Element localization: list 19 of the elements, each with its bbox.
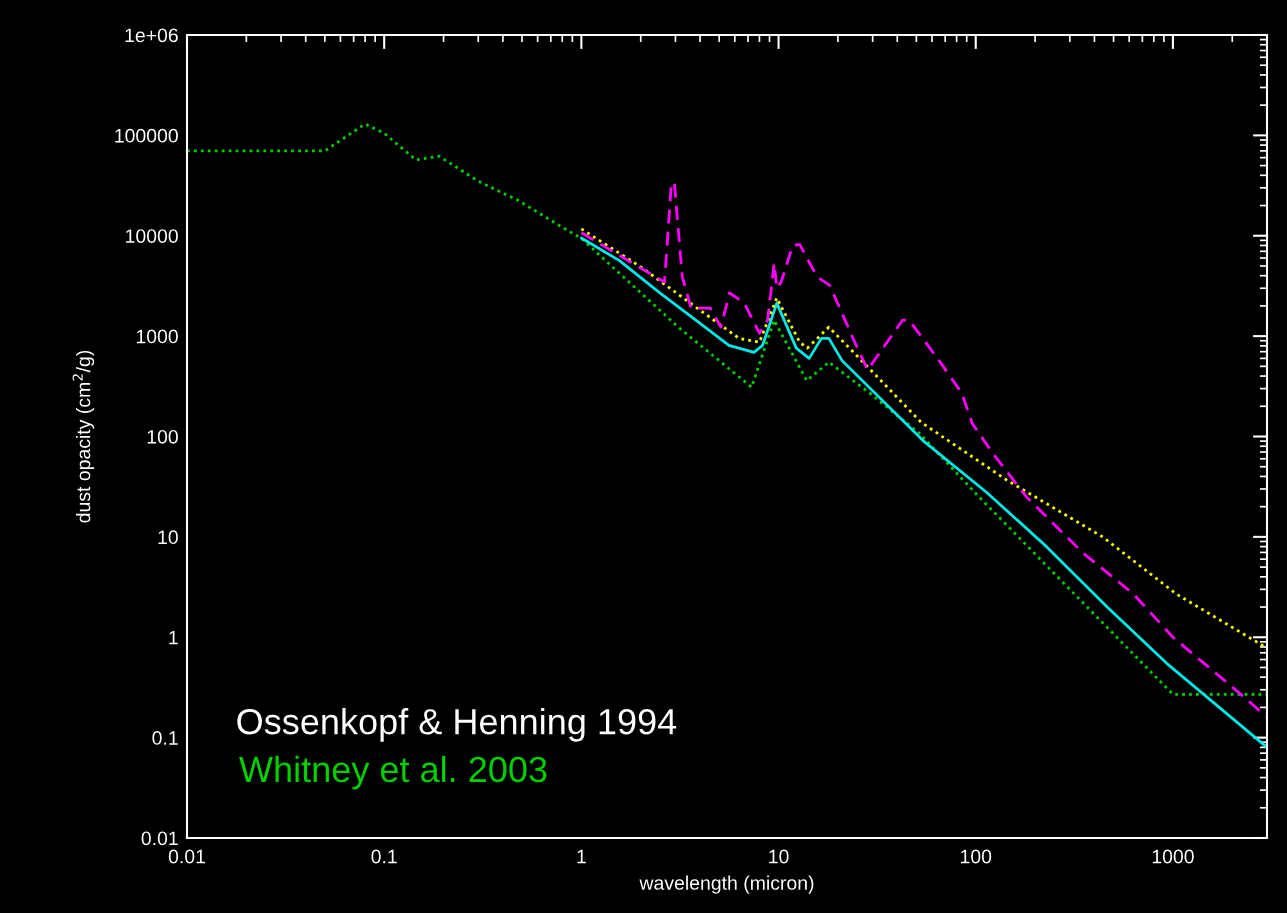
y-axis-title: dust opacity (cm$^{2}$/g) [72, 350, 95, 523]
y-tick-label: 1e+06 [125, 28, 178, 43]
x-tick-label: 0.1 [371, 849, 397, 864]
y-tick-label: 10000 [126, 229, 178, 243]
y-tick-label: 1000 [136, 329, 178, 344]
annotation: Ossenkopf & Henning 1994 [237, 707, 677, 742]
y-tick-label: 1 [169, 630, 178, 645]
y-tick-label: 10 [158, 530, 178, 545]
y-tick-label: 0.01 [141, 831, 178, 846]
y-tick-label: 100 [147, 429, 178, 444]
y-tick-label: 0.1 [152, 731, 178, 745]
x-tick-label: 10 [769, 849, 789, 864]
x-tick-label: 100 [961, 849, 992, 864]
x-tick-label: 0.01 [168, 849, 205, 864]
x-tick-label: 1000 [1152, 849, 1194, 864]
x-axis-title: wavelength (micron) [639, 875, 814, 894]
x-tick-label: 1 [577, 849, 586, 864]
text: Whitney et al. 2003 [239, 755, 547, 790]
y-tick-label: 100000 [115, 128, 178, 143]
